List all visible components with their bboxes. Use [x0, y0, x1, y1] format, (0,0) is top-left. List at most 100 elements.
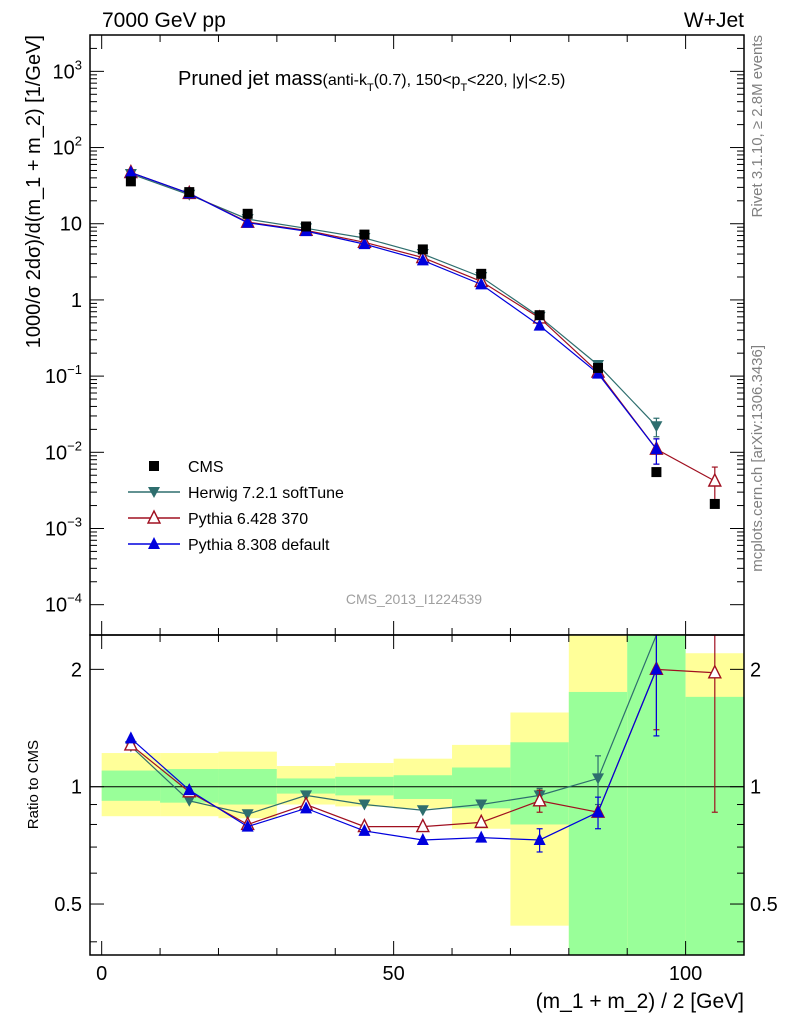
y-tick-base: 10 [53, 138, 75, 160]
ratio-bands [90, 635, 744, 955]
pythia8-marker [183, 783, 196, 796]
y-tick-exponent: 3 [75, 57, 82, 72]
top-series-layer [123, 163, 722, 509]
pythia8-marker [241, 819, 254, 832]
ratio-tick-label-left: 1 [71, 777, 82, 799]
x-axis-label: (m_1 + m_2) / 2 [GeV] [536, 990, 744, 1013]
herwig-marker [148, 487, 160, 498]
ratio-py8-line [130, 669, 657, 841]
cms-marker [301, 221, 312, 232]
herwig-marker [650, 421, 663, 433]
y-axis-label-ratio: Ratio to CMS [25, 740, 42, 829]
y-tick-exponent: −1 [67, 362, 82, 377]
herwig-marker [241, 809, 254, 821]
x-axis: 0 50 100 [96, 35, 745, 985]
y-tick-base: 10 [60, 214, 82, 236]
y-tick-base: 10 [45, 442, 67, 464]
legend-label-py8: Pythia 8.308 default [188, 537, 330, 554]
pythia6-marker [415, 818, 430, 833]
cms-marker [359, 229, 370, 240]
pythia8-marker [533, 318, 546, 331]
ratio-tick-label-right: 2 [750, 659, 761, 681]
pythia6-marker [123, 736, 139, 751]
pythia6-marker [474, 813, 489, 829]
title-cut-close: <220, |y|<2.5) [467, 72, 565, 89]
band-inner-bin [101, 770, 161, 801]
pythia8-marker [650, 662, 663, 675]
cms-marker [476, 268, 487, 279]
pythia6-marker [146, 509, 162, 524]
pythia8-marker [358, 823, 371, 836]
plot-title: Pruned jet mass(anti-kT(0.7), 150<pT<220… [178, 68, 565, 94]
y-axis-label-top: 1000/σ 2dσ)/d(m_1 + m_2) [1/GeV] [23, 35, 45, 348]
y-tick-exponent: −3 [67, 514, 82, 529]
pythia8-marker [475, 830, 488, 843]
y-tick-label: 10 [60, 214, 82, 236]
ratio-tick-label-right: 1 [750, 777, 761, 799]
herwig-marker [358, 799, 371, 811]
x-tick-label: 100 [669, 963, 702, 985]
y-tick-exponent: −2 [67, 438, 82, 453]
pythia8-marker [124, 731, 137, 744]
band-inner-bin [276, 778, 336, 794]
ratio-tick-label-right: 0.5 [750, 894, 778, 916]
pythia8-marker [300, 801, 313, 814]
legend: CMS Herwig 7.2.1 softTune Pythia 6.428 370… [128, 459, 344, 554]
pythia8-marker [358, 237, 371, 250]
rivet-info: Rivet 3.1.10, ≥ 2.8M events [749, 35, 766, 218]
ratio-panel-frame [89, 634, 745, 956]
ratio-series-layer [123, 635, 722, 853]
top-py8-line [130, 171, 657, 450]
top-herwig-line [130, 173, 657, 427]
y-tick-label: 1 [71, 290, 82, 312]
y-tick-label: 10−3 [45, 514, 82, 540]
herwig-marker [416, 805, 429, 817]
cms-marker [184, 187, 195, 198]
pythia6-marker [707, 472, 722, 487]
herwig-marker [475, 799, 488, 811]
pythia8-marker [148, 537, 160, 549]
ratio-tick-label-left: 2 [71, 659, 82, 681]
legend-label-herwig: Herwig 7.2.1 softTune [188, 485, 344, 502]
y-tick-exponent: −4 [67, 591, 82, 606]
title-cut-sub2: T [460, 82, 467, 94]
title-cut-sub: T [367, 82, 374, 94]
cms-marker [242, 208, 253, 219]
ratio-tick-label-left: 0.5 [54, 894, 82, 916]
y-tick-base: 10 [45, 518, 67, 540]
header-right: W+Jet [684, 9, 744, 32]
pythia8-marker [533, 832, 546, 845]
y-tick-label: 103 [53, 57, 82, 83]
x-tick-label: 0 [96, 963, 107, 985]
title-main: Pruned jet mass [178, 68, 323, 90]
herwig-marker [183, 795, 196, 807]
legend-label-py6: Pythia 6.428 370 [188, 511, 308, 528]
cms-marker [593, 362, 604, 373]
y-tick-base: 10 [45, 366, 67, 388]
cms-marker [417, 244, 428, 255]
pythia8-marker [416, 832, 429, 845]
analysis-watermark: CMS_2013_I1224539 [346, 591, 482, 607]
pythia8-marker [650, 442, 663, 455]
cms-marker [651, 467, 662, 478]
pythia6-marker [532, 792, 547, 807]
top-py6-line [130, 171, 716, 482]
y-tick-exponent: 2 [75, 134, 82, 149]
pythia8-marker [475, 277, 488, 290]
y-tick-label: 10−2 [45, 438, 82, 464]
header-left: 7000 GeV pp [102, 9, 226, 32]
herwig-marker [300, 790, 313, 802]
y-tick-label: 10−4 [45, 591, 82, 617]
cms-marker [709, 498, 720, 509]
pythia8-marker [416, 253, 429, 266]
x-tick-label: 50 [383, 963, 405, 985]
legend-label-cms: CMS [188, 459, 224, 476]
y-tick-base: 10 [53, 61, 75, 83]
cms-marker [125, 176, 136, 187]
title-cut-mid: (0.7), 150<p [374, 72, 461, 89]
y-tick-base: 10 [45, 595, 67, 617]
pythia8-marker [592, 805, 605, 818]
pythia6-marker [707, 664, 722, 679]
